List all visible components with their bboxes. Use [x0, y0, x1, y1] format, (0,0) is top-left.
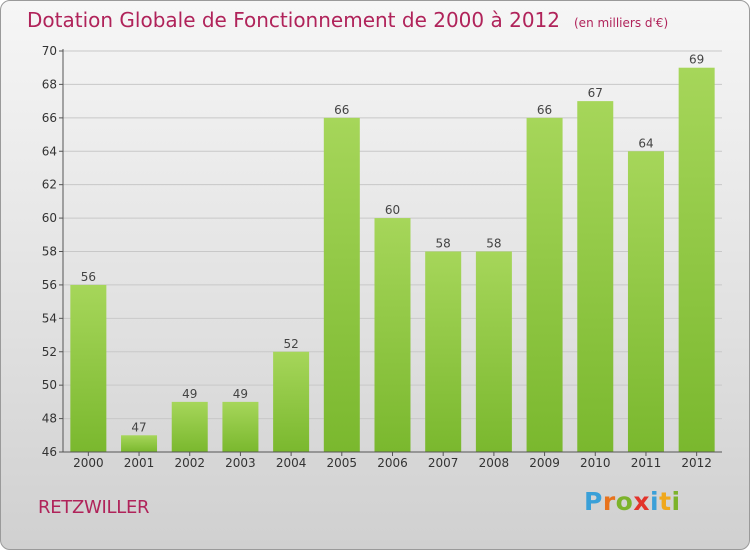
value-label-2007: 58 — [436, 237, 451, 251]
logo-letter: x — [633, 487, 650, 516]
logo-letter: i — [650, 487, 660, 516]
value-label-2012: 69 — [689, 53, 704, 67]
value-label-2000: 56 — [81, 270, 96, 284]
x-tick-label-2003: 2003 — [225, 456, 256, 470]
chart-title: Dotation Globale de Fonctionnement de 20… — [27, 8, 669, 32]
y-tick-label-64: 64 — [42, 144, 57, 158]
bar-2006 — [374, 218, 411, 452]
value-label-2009: 66 — [537, 103, 552, 117]
y-tick-label-46: 46 — [42, 445, 57, 459]
bar-2003 — [222, 401, 259, 452]
y-tick-label-58: 58 — [42, 245, 57, 259]
x-tick-label-2004: 2004 — [276, 456, 307, 470]
x-tick-label-2006: 2006 — [377, 456, 408, 470]
logo-letter: P — [584, 487, 603, 516]
bar-2007 — [425, 251, 462, 452]
y-tick-label-56: 56 — [42, 278, 57, 292]
bar-2012 — [678, 67, 715, 452]
y-tick-label-66: 66 — [42, 111, 57, 125]
bar-2000 — [70, 284, 107, 452]
axes: 46 48 50 52 54 56 58 60 62 64 66 68 70 2000 2001 2002 20… — [42, 44, 722, 470]
y-tick-label-54: 54 — [42, 311, 57, 325]
y-tick-label-70: 70 — [42, 44, 57, 58]
logo-letter: i — [671, 487, 681, 516]
x-tick-label-2011: 2011 — [631, 456, 662, 470]
value-label-2004: 52 — [283, 337, 298, 351]
x-tick-label-2010: 2010 — [580, 456, 611, 470]
bar-2009 — [526, 117, 563, 452]
y-tick-label-50: 50 — [42, 378, 57, 392]
value-label-2001: 47 — [131, 420, 146, 434]
bar-2008 — [475, 251, 512, 452]
logo-letter: t — [659, 487, 672, 516]
x-tick-label-2012: 2012 — [681, 456, 712, 470]
unit-label: (en milliers d'€) — [574, 16, 669, 30]
logo-letter: o — [615, 487, 634, 516]
y-tick-label-60: 60 — [42, 211, 57, 225]
bar-2010 — [577, 101, 614, 452]
bars-group: 56 47 49 49 52 66 60 58 58 66 67 64 69 — [70, 53, 715, 452]
value-label-2005: 66 — [334, 103, 349, 117]
y-tick-label-62: 62 — [42, 178, 57, 192]
value-label-2002: 49 — [182, 387, 197, 401]
value-label-2003: 49 — [233, 387, 248, 401]
x-tick-label-2000: 2000 — [73, 456, 104, 470]
commune-name: RETZWILLER — [38, 497, 150, 518]
bar-2001 — [121, 435, 158, 452]
value-label-2006: 60 — [385, 203, 400, 217]
x-tick-label-2002: 2002 — [174, 456, 205, 470]
bar-2004 — [273, 351, 310, 452]
value-label-2011: 64 — [638, 136, 653, 150]
bar-2002 — [171, 401, 208, 452]
logo-letter: r — [602, 487, 616, 516]
x-tick-label-2005: 2005 — [327, 456, 358, 470]
bar-2005 — [323, 117, 360, 452]
y-tick-label-52: 52 — [42, 345, 57, 359]
x-tick-label-2007: 2007 — [428, 456, 459, 470]
x-tick-label-2001: 2001 — [124, 456, 155, 470]
value-label-2010: 67 — [588, 86, 603, 100]
value-label-2008: 58 — [486, 237, 501, 251]
x-tick-label-2009: 2009 — [529, 456, 560, 470]
bar-2011 — [627, 151, 664, 452]
y-tick-label-68: 68 — [42, 77, 57, 91]
y-tick-label-48: 48 — [42, 412, 57, 426]
x-tick-label-2008: 2008 — [479, 456, 510, 470]
